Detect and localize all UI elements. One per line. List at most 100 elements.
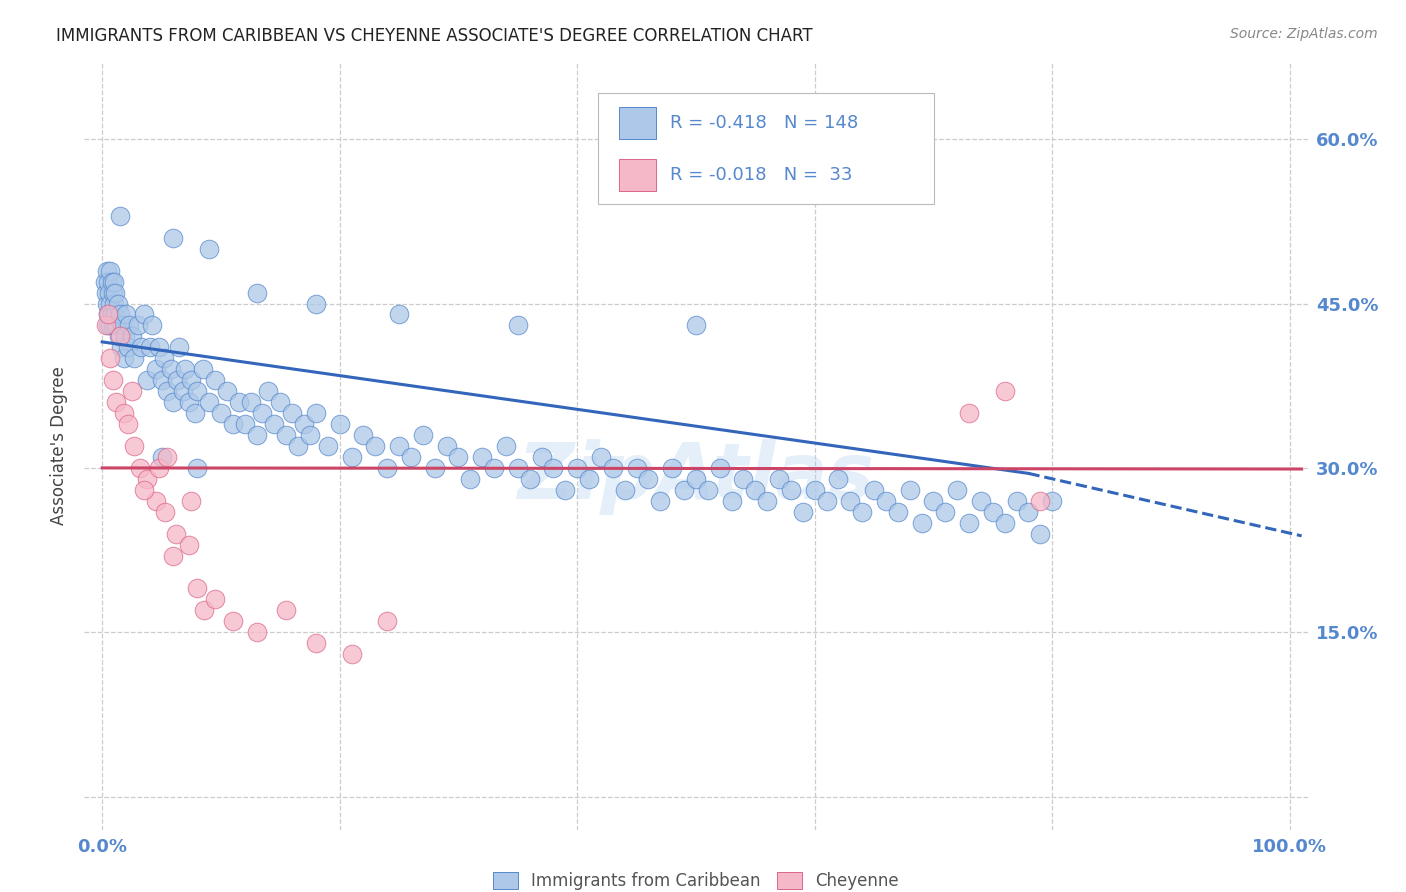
Point <box>252 406 274 420</box>
Point <box>108 308 131 322</box>
Point <box>305 296 328 310</box>
FancyBboxPatch shape <box>598 93 935 204</box>
Point <box>121 329 143 343</box>
Point <box>495 439 517 453</box>
Point <box>803 483 825 497</box>
Point <box>97 275 120 289</box>
Point <box>887 505 910 519</box>
Point <box>292 417 315 431</box>
Point <box>145 493 167 508</box>
Point <box>756 493 779 508</box>
Point <box>970 493 993 508</box>
Point <box>471 450 494 464</box>
Point <box>180 373 202 387</box>
Point <box>97 318 120 333</box>
Point <box>567 461 589 475</box>
Point <box>198 242 221 256</box>
Point <box>117 417 139 431</box>
Point <box>160 362 183 376</box>
Point <box>107 296 129 310</box>
Point <box>138 340 160 354</box>
Point <box>222 615 245 629</box>
Y-axis label: Associate's Degree: Associate's Degree <box>51 367 69 525</box>
Point <box>129 461 152 475</box>
Point <box>114 329 136 343</box>
Point <box>172 384 194 399</box>
Point <box>946 483 969 497</box>
Point <box>696 483 718 497</box>
Point <box>184 406 207 420</box>
Point <box>94 318 117 333</box>
Point <box>132 483 155 497</box>
Point <box>215 384 238 399</box>
Point <box>97 308 120 322</box>
Point <box>329 417 352 431</box>
Point <box>839 493 862 508</box>
Point <box>957 516 980 530</box>
Point <box>101 373 124 387</box>
Point <box>245 428 267 442</box>
Point <box>222 417 245 431</box>
Point <box>104 308 127 322</box>
Point <box>709 461 731 475</box>
Point <box>257 384 280 399</box>
Point <box>162 549 184 563</box>
Point <box>115 308 138 322</box>
Point <box>186 461 208 475</box>
Point <box>447 450 470 464</box>
Point <box>100 308 122 322</box>
Point <box>108 209 131 223</box>
Point <box>209 406 232 420</box>
Point <box>827 472 849 486</box>
Point <box>162 395 184 409</box>
Point <box>233 417 256 431</box>
Point <box>180 493 202 508</box>
Point <box>94 285 117 300</box>
Legend: Immigrants from Caribbean, Cheyenne: Immigrants from Caribbean, Cheyenne <box>492 872 900 890</box>
Point <box>239 395 262 409</box>
Point <box>121 384 143 399</box>
Point <box>375 615 398 629</box>
Point <box>352 428 374 442</box>
Point <box>340 647 363 661</box>
Point <box>136 373 159 387</box>
Point <box>637 472 659 486</box>
Point <box>177 538 200 552</box>
Point <box>994 384 1017 399</box>
Point <box>112 351 135 366</box>
Point <box>851 505 873 519</box>
Point <box>744 483 766 497</box>
Point <box>602 461 624 475</box>
Point <box>263 417 285 431</box>
Point <box>105 318 128 333</box>
Point <box>186 384 208 399</box>
Point <box>245 625 267 640</box>
Text: IMMIGRANTS FROM CARIBBEAN VS CHEYENNE ASSOCIATE'S DEGREE CORRELATION CHART: IMMIGRANTS FROM CARIBBEAN VS CHEYENNE AS… <box>56 27 813 45</box>
Point <box>228 395 250 409</box>
Point <box>150 373 173 387</box>
Point <box>720 493 742 508</box>
Point <box>375 461 398 475</box>
Point <box>519 472 541 486</box>
Point <box>981 505 1004 519</box>
Point <box>1005 493 1028 508</box>
Point <box>127 318 149 333</box>
Point <box>107 329 129 343</box>
Point <box>388 439 411 453</box>
Point <box>436 439 458 453</box>
Point <box>922 493 945 508</box>
Point <box>105 395 128 409</box>
Point <box>204 373 226 387</box>
Point <box>934 505 956 519</box>
Point <box>104 285 127 300</box>
Point <box>733 472 755 486</box>
Point <box>388 308 411 322</box>
Point <box>650 493 672 508</box>
Point <box>165 526 187 541</box>
Point <box>340 450 363 464</box>
Point <box>156 384 179 399</box>
Point <box>578 472 600 486</box>
Point <box>780 483 803 497</box>
Point <box>204 592 226 607</box>
Point <box>1029 526 1052 541</box>
